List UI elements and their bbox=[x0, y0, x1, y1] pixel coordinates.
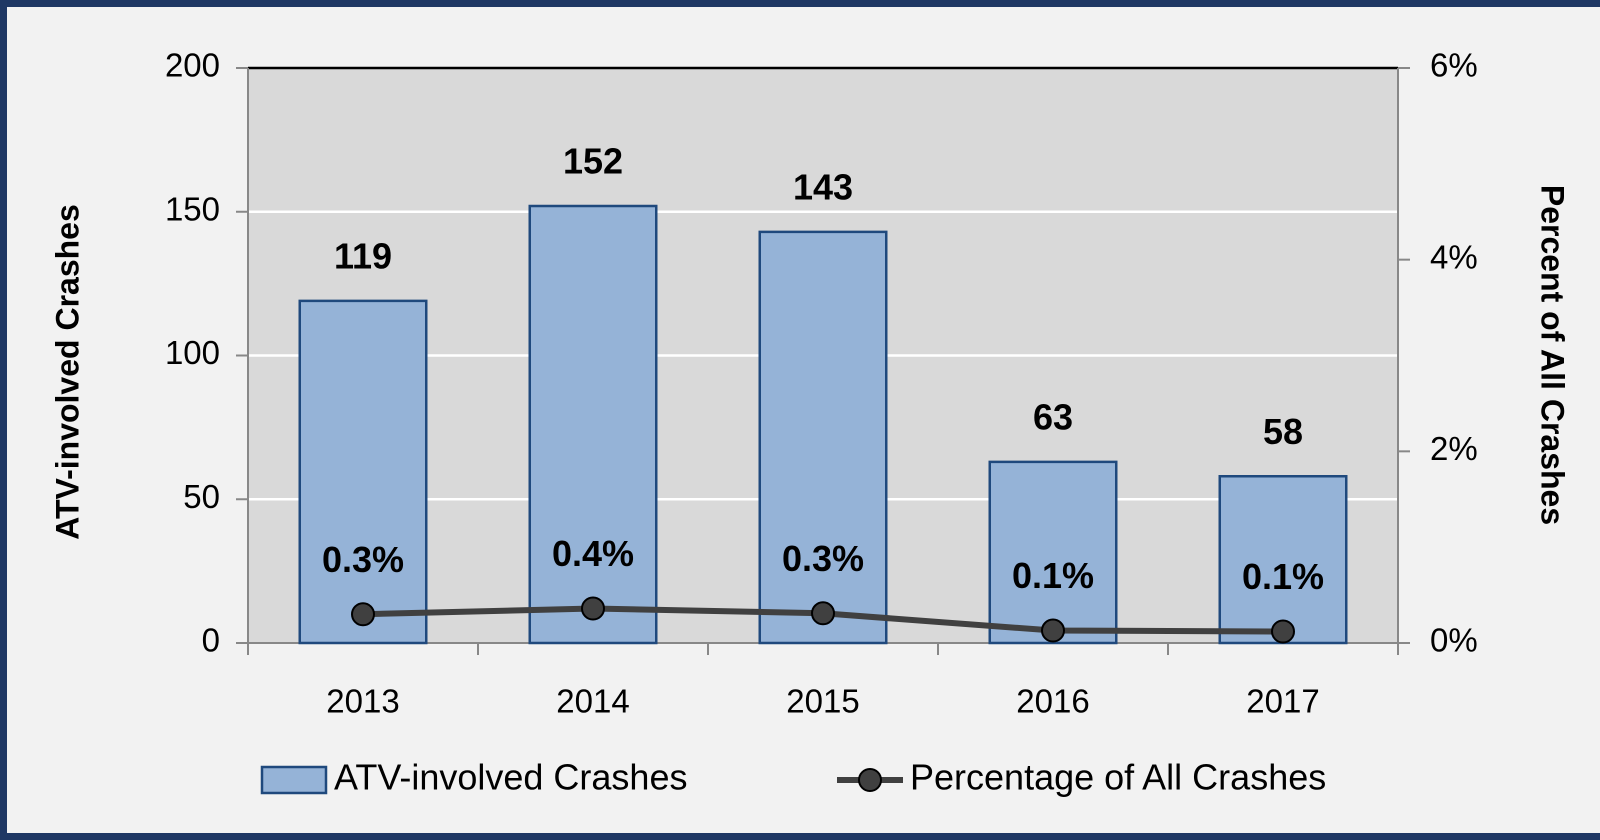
marker bbox=[1041, 618, 1065, 643]
legend-marker bbox=[858, 768, 882, 792]
marker bbox=[351, 602, 375, 627]
y-tick-label: 100 bbox=[165, 334, 220, 371]
y-tick-label: 200 bbox=[165, 47, 220, 84]
legend-label: Percentage of All Crashes bbox=[910, 757, 1326, 798]
y2-tick-label: 2% bbox=[1430, 430, 1478, 467]
bar bbox=[528, 204, 658, 645]
bar-label: 119 bbox=[334, 235, 392, 276]
y2-tick-label: 0% bbox=[1430, 622, 1478, 659]
bar bbox=[988, 460, 1118, 645]
x-tick-label: 2017 bbox=[1246, 683, 1319, 720]
line-label: 0.4% bbox=[552, 533, 634, 574]
x-tick-label: 2013 bbox=[326, 683, 399, 720]
marker bbox=[1271, 619, 1295, 644]
bar-label: 58 bbox=[1263, 411, 1303, 452]
y-tick-label: 50 bbox=[183, 478, 220, 515]
bar bbox=[1218, 475, 1348, 645]
y-axis-title: ATV-involved Crashes bbox=[49, 204, 85, 540]
line-label: 0.3% bbox=[782, 538, 864, 579]
line-label: 0.1% bbox=[1242, 556, 1324, 597]
x-tick-label: 2015 bbox=[786, 683, 859, 720]
y2-tick-label: 6% bbox=[1430, 47, 1478, 84]
legend-label: ATV-involved Crashes bbox=[334, 757, 687, 798]
x-tick-label: 2014 bbox=[556, 683, 629, 720]
x-tick-label: 2016 bbox=[1016, 683, 1089, 720]
line-label: 0.3% bbox=[322, 539, 404, 580]
y2-axis-title: Percent of All Crashes bbox=[1535, 185, 1571, 525]
legend-swatch bbox=[260, 765, 328, 795]
bar bbox=[298, 299, 428, 645]
bar bbox=[758, 230, 888, 645]
bar-label: 143 bbox=[793, 166, 853, 207]
marker bbox=[811, 601, 835, 626]
bar-label: 63 bbox=[1033, 396, 1073, 437]
y2-tick-label: 4% bbox=[1430, 238, 1478, 275]
line-label: 0.1% bbox=[1012, 555, 1094, 596]
marker bbox=[581, 596, 605, 621]
bar-label: 152 bbox=[563, 141, 623, 182]
y-tick-label: 150 bbox=[165, 190, 220, 227]
y-tick-label: 0 bbox=[202, 622, 220, 659]
